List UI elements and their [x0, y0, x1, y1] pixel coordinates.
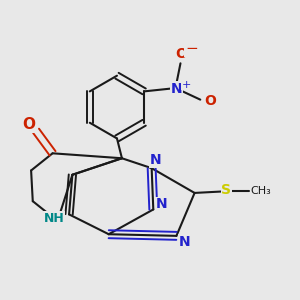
Text: N: N [150, 153, 161, 167]
Text: NH: NH [44, 212, 64, 225]
Text: S: S [221, 183, 231, 197]
Text: N: N [170, 82, 182, 96]
Text: N: N [156, 197, 167, 212]
Text: O: O [176, 47, 188, 61]
Text: −: − [185, 41, 198, 56]
Text: O: O [204, 94, 216, 108]
Text: CH₃: CH₃ [251, 186, 272, 196]
Text: +: + [182, 80, 191, 90]
Text: O: O [22, 117, 35, 132]
Text: N: N [179, 235, 190, 249]
